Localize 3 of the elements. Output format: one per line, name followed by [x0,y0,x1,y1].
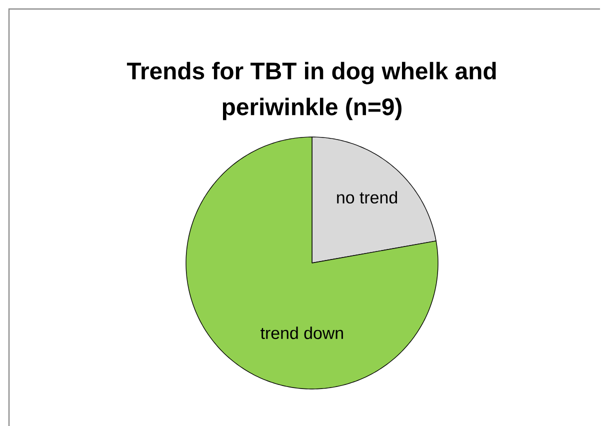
slice-label: no trend [337,191,397,204]
slice-label: trend down [260,326,343,340]
chart-title: Trends for TBT in dog whelk and periwinkle (n=9) [126,62,496,120]
